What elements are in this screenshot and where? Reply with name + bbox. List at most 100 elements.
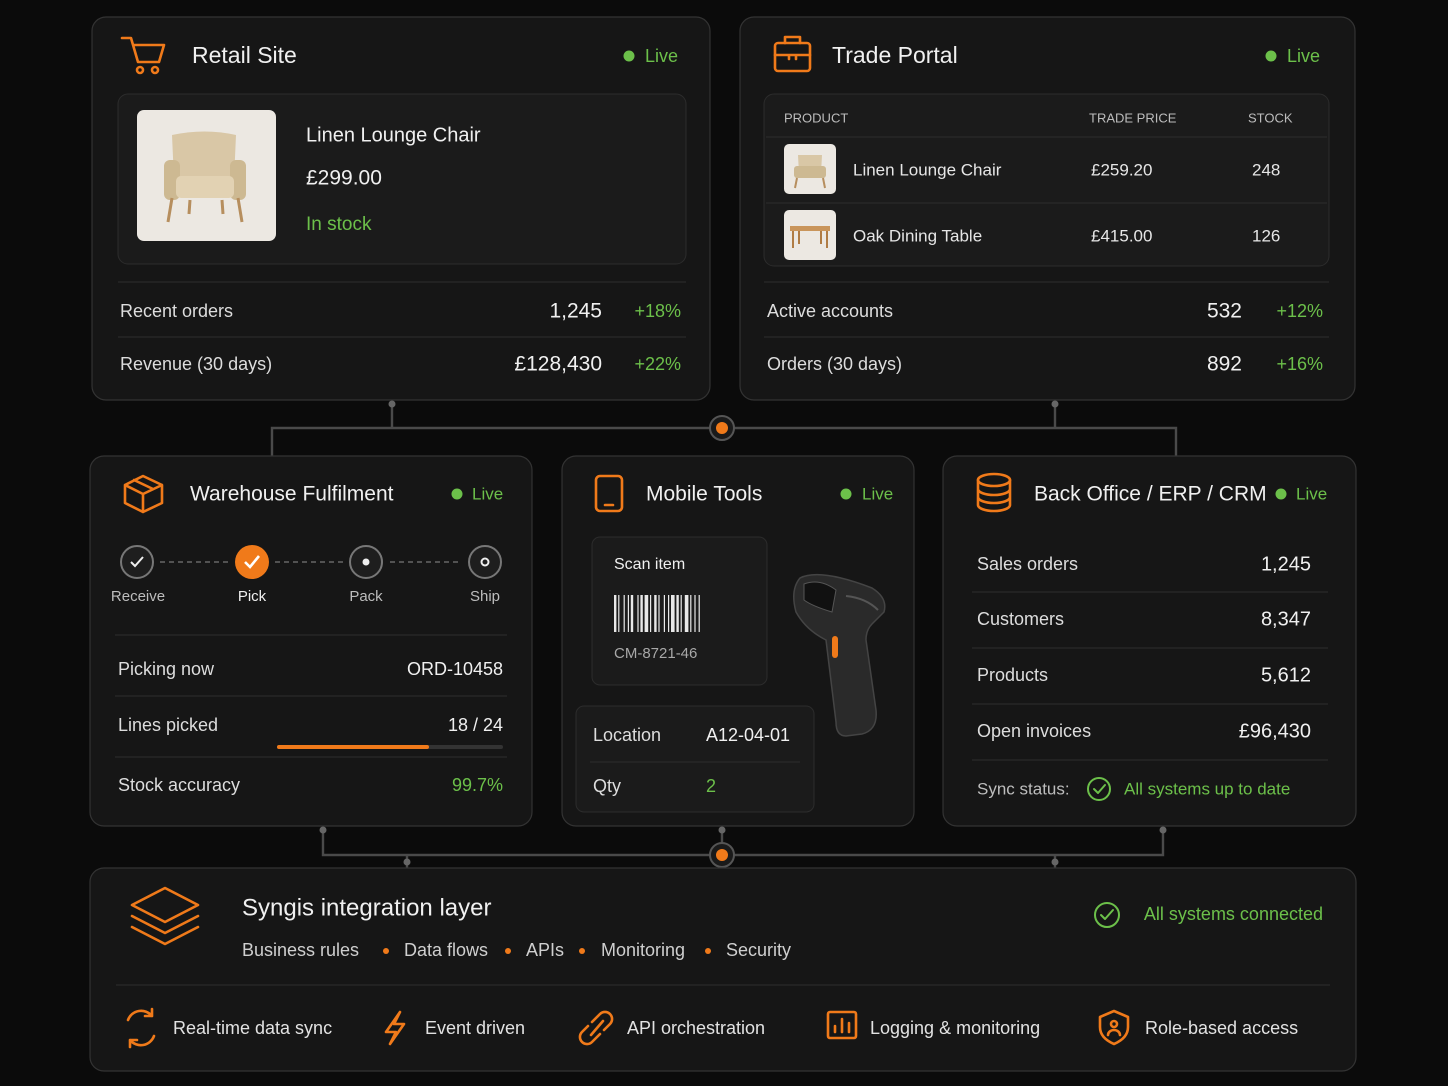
barcode-part — [698, 595, 700, 632]
thumbnails — [784, 144, 836, 260]
field-value: 2 — [706, 776, 716, 796]
tag-dots-part — [383, 948, 389, 954]
metric-value: 532 — [1207, 300, 1242, 323]
feature: Logging & monitoring — [870, 1018, 1040, 1038]
barcode-part — [640, 595, 643, 632]
metric-value: £128,430 — [514, 353, 602, 376]
barcode-part — [650, 595, 652, 632]
connectors-part — [1051, 858, 1059, 866]
row-value: 5,612 — [1261, 664, 1311, 686]
barcode-part — [684, 595, 689, 632]
cards-part — [763, 93, 1330, 267]
status: Live — [645, 46, 678, 66]
status: Live — [472, 484, 503, 503]
stepper — [120, 545, 502, 579]
icons-part — [1106, 1028, 1122, 1037]
barcode-part — [618, 595, 620, 632]
layer-tag: APIs — [526, 940, 564, 960]
barcode-part — [690, 595, 692, 632]
scanner-image-part — [793, 573, 886, 737]
table-cell: Oak Dining Table — [853, 226, 982, 245]
row-value: ORD-10458 — [407, 659, 503, 679]
status-dots-part — [1275, 488, 1287, 500]
scanner-image — [793, 573, 886, 737]
icons-part — [126, 1007, 156, 1049]
product-image-part — [172, 131, 236, 180]
cards-part — [575, 705, 815, 813]
metric-label: Recent orders — [120, 301, 233, 321]
barcode — [614, 595, 700, 632]
scanner-image-part — [832, 636, 838, 658]
row-value: 18 / 24 — [448, 715, 503, 735]
status: Live — [1287, 46, 1320, 66]
stepper-part — [480, 557, 490, 567]
connectors-part — [1159, 826, 1167, 834]
feature: Real-time data sync — [173, 1018, 332, 1038]
row-label: Customers — [977, 609, 1064, 629]
step-label: Pick — [238, 588, 267, 605]
metric-change: +12% — [1276, 301, 1323, 321]
tag-dots-part — [579, 948, 585, 954]
table-cell: £415.00 — [1091, 226, 1152, 245]
cards-part — [89, 867, 1357, 1072]
icons-part — [1109, 1019, 1119, 1029]
row-label: Sales orders — [977, 554, 1078, 574]
stepper-part — [235, 545, 269, 579]
metric-value: 892 — [1207, 353, 1242, 376]
card-title: Back Office / ERP / CRM — [1034, 483, 1267, 506]
status-dots-part — [1265, 50, 1277, 62]
layer-tag: Monitoring — [601, 940, 685, 960]
barcode-part — [644, 595, 649, 632]
feature: Event driven — [425, 1018, 525, 1038]
thumbnails-part — [790, 226, 830, 231]
product-price: £299.00 — [306, 167, 382, 190]
feature: Role-based access — [1145, 1018, 1298, 1038]
sync-value: All systems up to date — [1124, 779, 1290, 798]
product-name: Linen Lounge Chair — [306, 124, 481, 146]
cards-part — [89, 455, 533, 827]
icons-part — [1094, 902, 1120, 928]
icons-part — [120, 36, 166, 64]
connectors-part — [718, 826, 726, 834]
scanner-image-part — [845, 595, 879, 611]
row-label: Picking now — [118, 659, 215, 679]
icons-part — [130, 886, 200, 946]
status: Live — [862, 484, 893, 503]
barcode-part — [637, 595, 639, 632]
icons-part — [976, 478, 1012, 513]
product-image-part — [176, 176, 234, 198]
step-label: Receive — [111, 588, 165, 605]
sync-label: Sync status: — [977, 779, 1070, 798]
status-dots — [451, 50, 1287, 500]
icons-part — [150, 65, 160, 75]
card-title: Warehouse Fulfilment — [190, 483, 394, 506]
table-header: PRODUCT — [784, 110, 848, 125]
scanner-image-part — [803, 581, 837, 613]
tag-dots-part — [505, 948, 511, 954]
barcode-part — [630, 595, 634, 632]
barcode-part — [623, 595, 625, 632]
row-value: £96,430 — [1239, 720, 1311, 742]
barcode-part — [663, 595, 665, 632]
tag-dots-part — [705, 948, 711, 954]
connectors-part — [1051, 400, 1059, 408]
metric-change: +16% — [1276, 354, 1323, 374]
row-value: 1,245 — [1261, 553, 1311, 575]
icons-part — [594, 474, 624, 513]
connectors-part — [388, 400, 396, 408]
metric-label: Active accounts — [767, 301, 893, 321]
thumbnails-part — [792, 231, 828, 248]
thumbnails-part — [784, 210, 836, 260]
product-stock: In stock — [306, 214, 372, 235]
metric-label: Revenue (30 days) — [120, 354, 272, 374]
feature: API orchestration — [627, 1018, 765, 1038]
connectors — [270, 400, 1178, 868]
icons-part — [1093, 784, 1106, 794]
layer-title: Syngis integration layer — [242, 894, 491, 921]
icons-part — [1098, 1009, 1130, 1046]
field-value: A12-04-01 — [706, 725, 790, 745]
stepper-part — [120, 545, 154, 579]
connectors-part — [403, 858, 411, 866]
status-dots-part — [623, 50, 635, 62]
